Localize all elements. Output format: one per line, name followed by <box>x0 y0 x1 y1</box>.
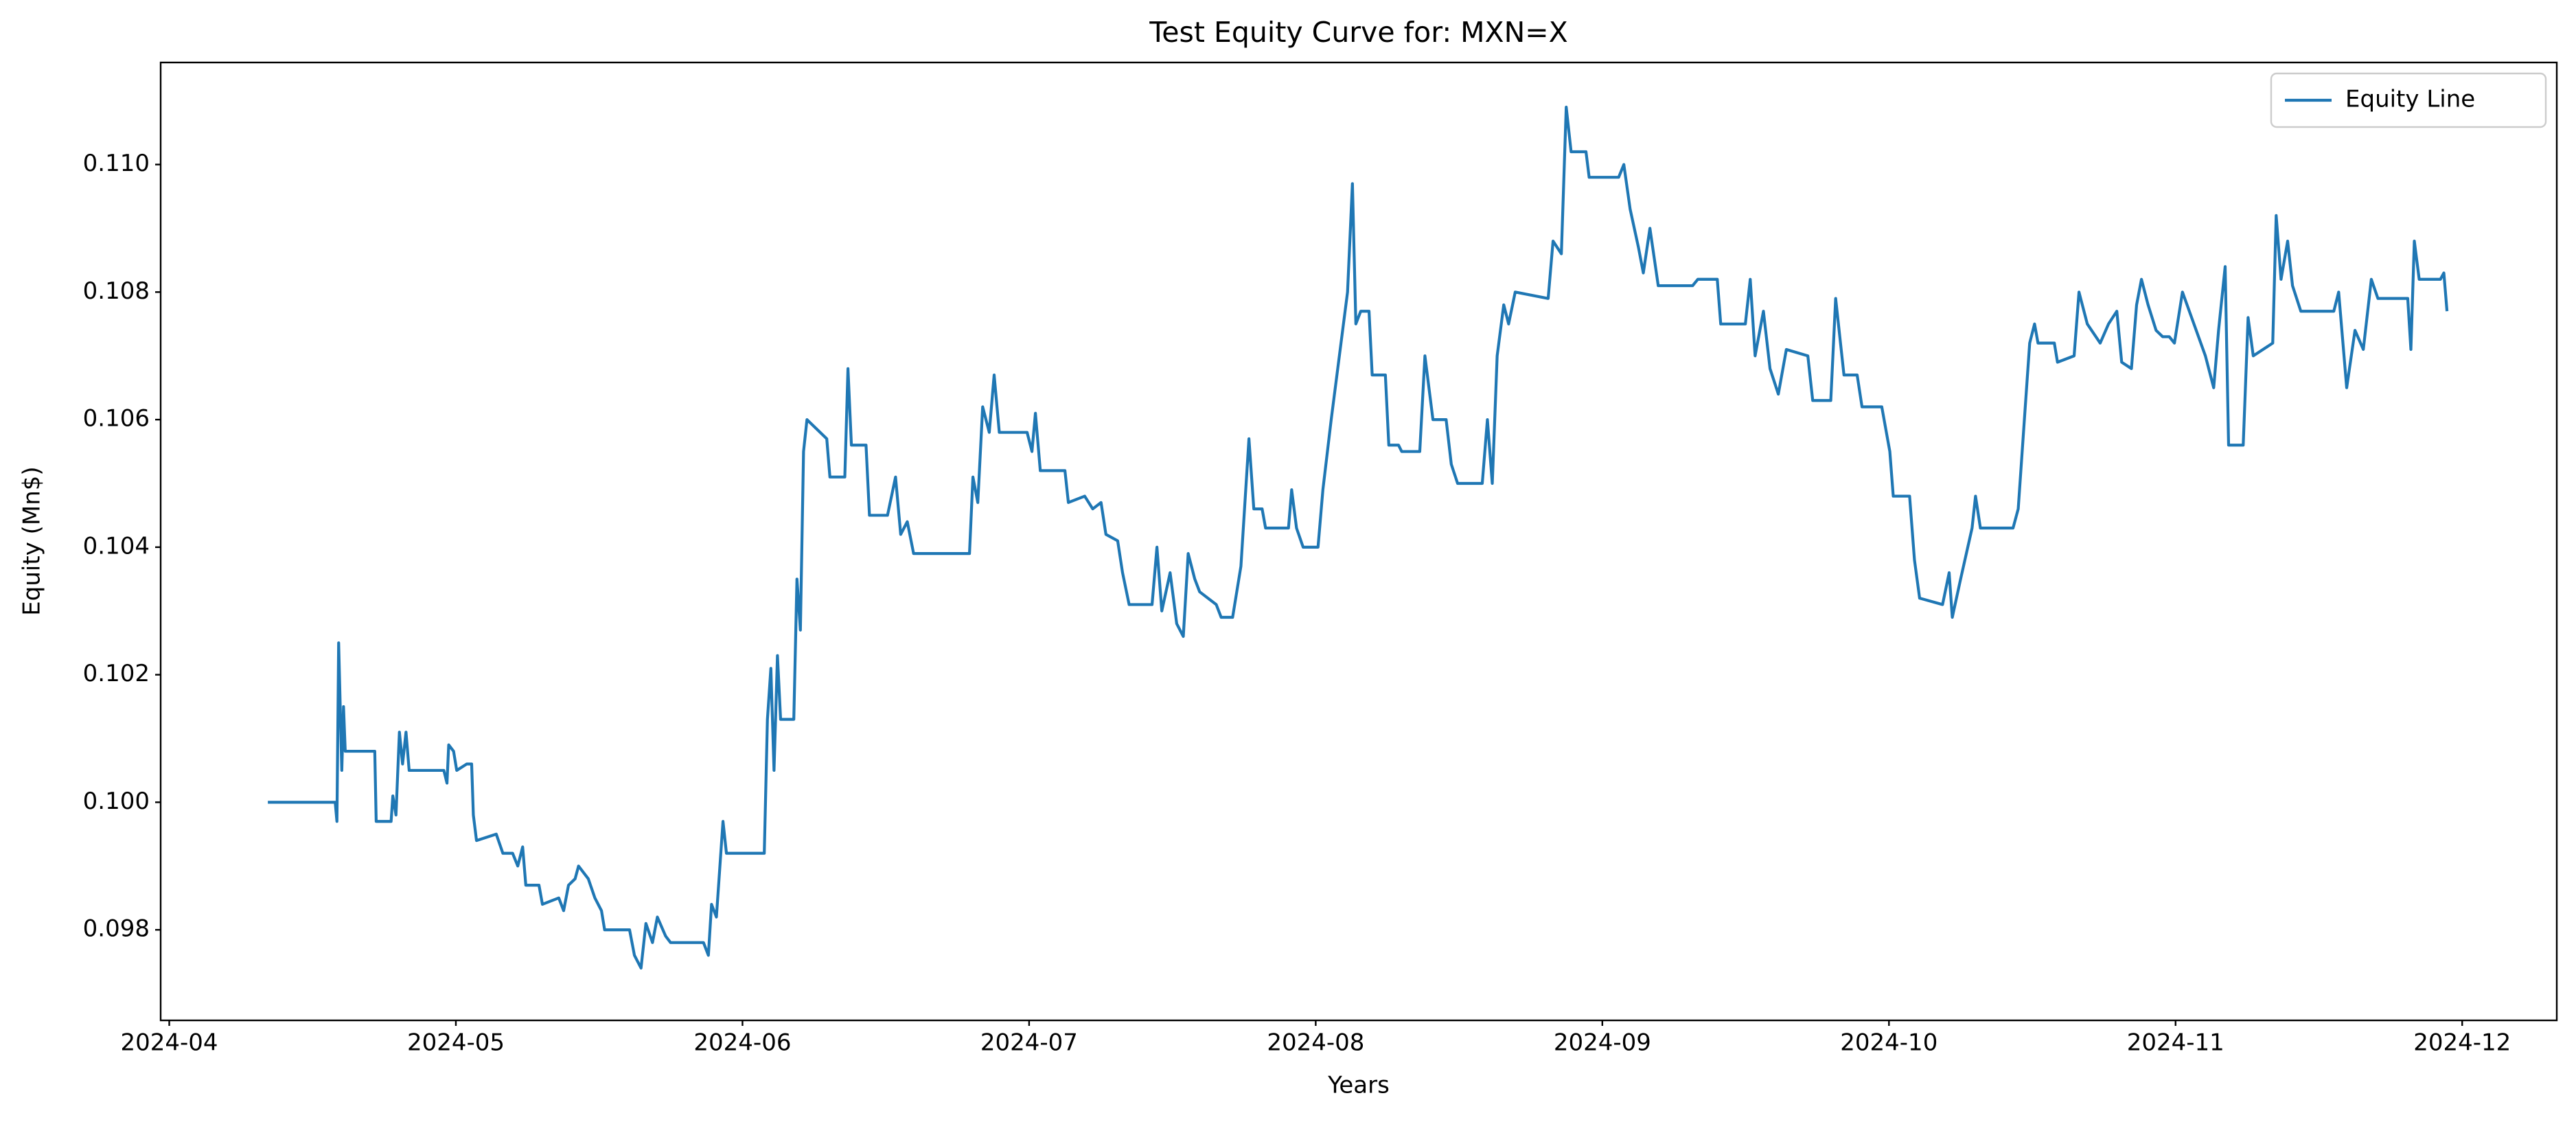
legend-label: Equity Line <box>2345 86 2475 113</box>
x-tick-label: 2024-12 <box>2413 1029 2511 1057</box>
x-tick-label: 2024-06 <box>693 1029 791 1057</box>
x-tick-label: 2024-09 <box>1554 1029 1651 1057</box>
chart-title: Test Equity Curve for: MXN=X <box>1149 16 1568 49</box>
x-axis-label: Years <box>1327 1072 1390 1099</box>
y-tick-label: 0.108 <box>83 277 150 305</box>
y-tick-label: 0.104 <box>83 532 150 560</box>
y-tick-label: 0.102 <box>83 660 150 687</box>
y-tick-label: 0.110 <box>83 150 150 177</box>
x-tick-label: 2024-11 <box>2127 1029 2224 1057</box>
y-tick-label: 0.100 <box>83 788 150 815</box>
plot-frame <box>159 61 2558 1022</box>
y-tick-label: 0.106 <box>83 405 150 433</box>
equity-line <box>268 105 2449 970</box>
x-tick-label: 2024-10 <box>1840 1029 1937 1057</box>
y-tick-label: 0.098 <box>83 915 150 943</box>
legend-box <box>2270 72 2547 128</box>
x-tick-label: 2024-07 <box>980 1029 1078 1057</box>
y-axis-label: Equity (Mn$) <box>19 466 46 615</box>
x-tick-label: 2024-04 <box>120 1029 218 1057</box>
x-tick-label: 2024-08 <box>1267 1029 1364 1057</box>
x-tick-label: 2024-05 <box>407 1029 505 1057</box>
